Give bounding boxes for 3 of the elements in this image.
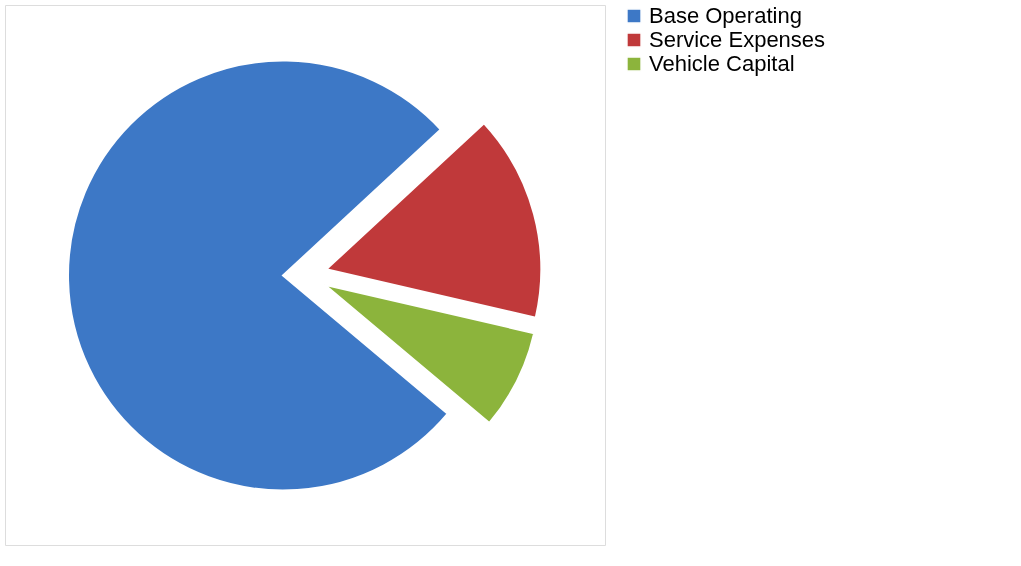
legend-label: Service Expenses	[649, 27, 826, 52]
legend-label: Vehicle Capital	[649, 51, 795, 76]
legend-label: Base Operating	[649, 3, 802, 28]
